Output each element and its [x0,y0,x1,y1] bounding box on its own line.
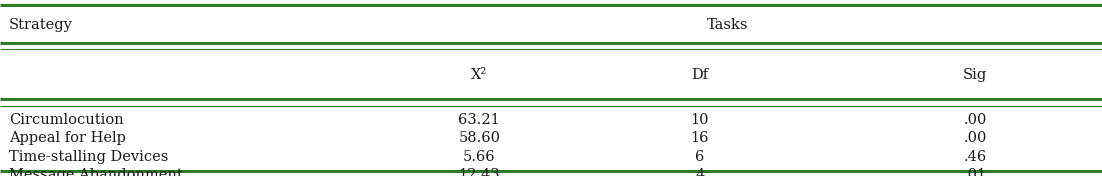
Text: Appeal for Help: Appeal for Help [9,131,126,145]
Text: X²: X² [472,68,487,82]
Text: .46: .46 [963,150,987,164]
Text: Time-stalling Devices: Time-stalling Devices [9,150,169,164]
Text: 16: 16 [691,131,709,145]
Text: Tasks: Tasks [706,18,748,32]
Text: Strategy: Strategy [9,18,73,32]
Text: Circumlocution: Circumlocution [9,113,123,127]
Text: .00: .00 [963,131,987,145]
Text: Sig: Sig [963,68,987,82]
Text: 6: 6 [695,150,704,164]
Text: 10: 10 [691,113,709,127]
Text: 4: 4 [695,168,704,176]
Text: Message Abandonment: Message Abandonment [9,168,183,176]
Text: 5.66: 5.66 [463,150,496,164]
Text: Df: Df [691,68,709,82]
Text: 58.60: 58.60 [458,131,500,145]
Text: .01: .01 [964,168,986,176]
Text: 12.43: 12.43 [458,168,500,176]
Text: 63.21: 63.21 [458,113,500,127]
Text: .00: .00 [963,113,987,127]
